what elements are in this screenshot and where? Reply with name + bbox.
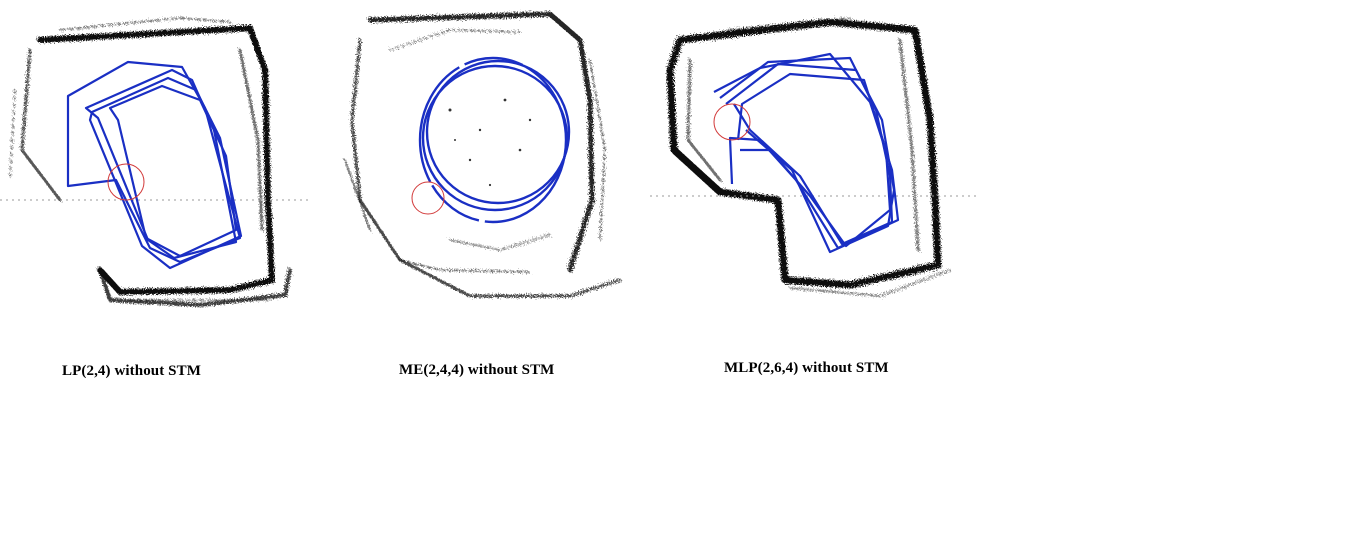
occupancy-map-me (344, 11, 622, 298)
map-walls (666, 17, 951, 297)
map-interior-noise (448, 98, 532, 187)
map-walls (9, 16, 292, 308)
panel-mlp (650, 0, 990, 340)
trajectory-me (418, 56, 571, 224)
panel-me (330, 0, 640, 340)
trajectory-lp (66, 60, 243, 270)
occupancy-map-mlp (650, 17, 980, 297)
caption-me: ME(2,4,4) without STM (399, 362, 555, 378)
trajectory-mlp (713, 52, 900, 254)
panel-lp (0, 0, 330, 340)
occupancy-map-lp (0, 16, 310, 308)
loop-closure-marker-lp (107, 163, 145, 201)
loop-closure-marker-mlp (713, 103, 751, 141)
loop-closure-marker-me (411, 181, 445, 215)
caption-lp: LP(2,4) without STM (62, 363, 201, 379)
map-walls (344, 11, 622, 298)
caption-mlp: MLP(2,6,4) without STM (724, 360, 889, 376)
